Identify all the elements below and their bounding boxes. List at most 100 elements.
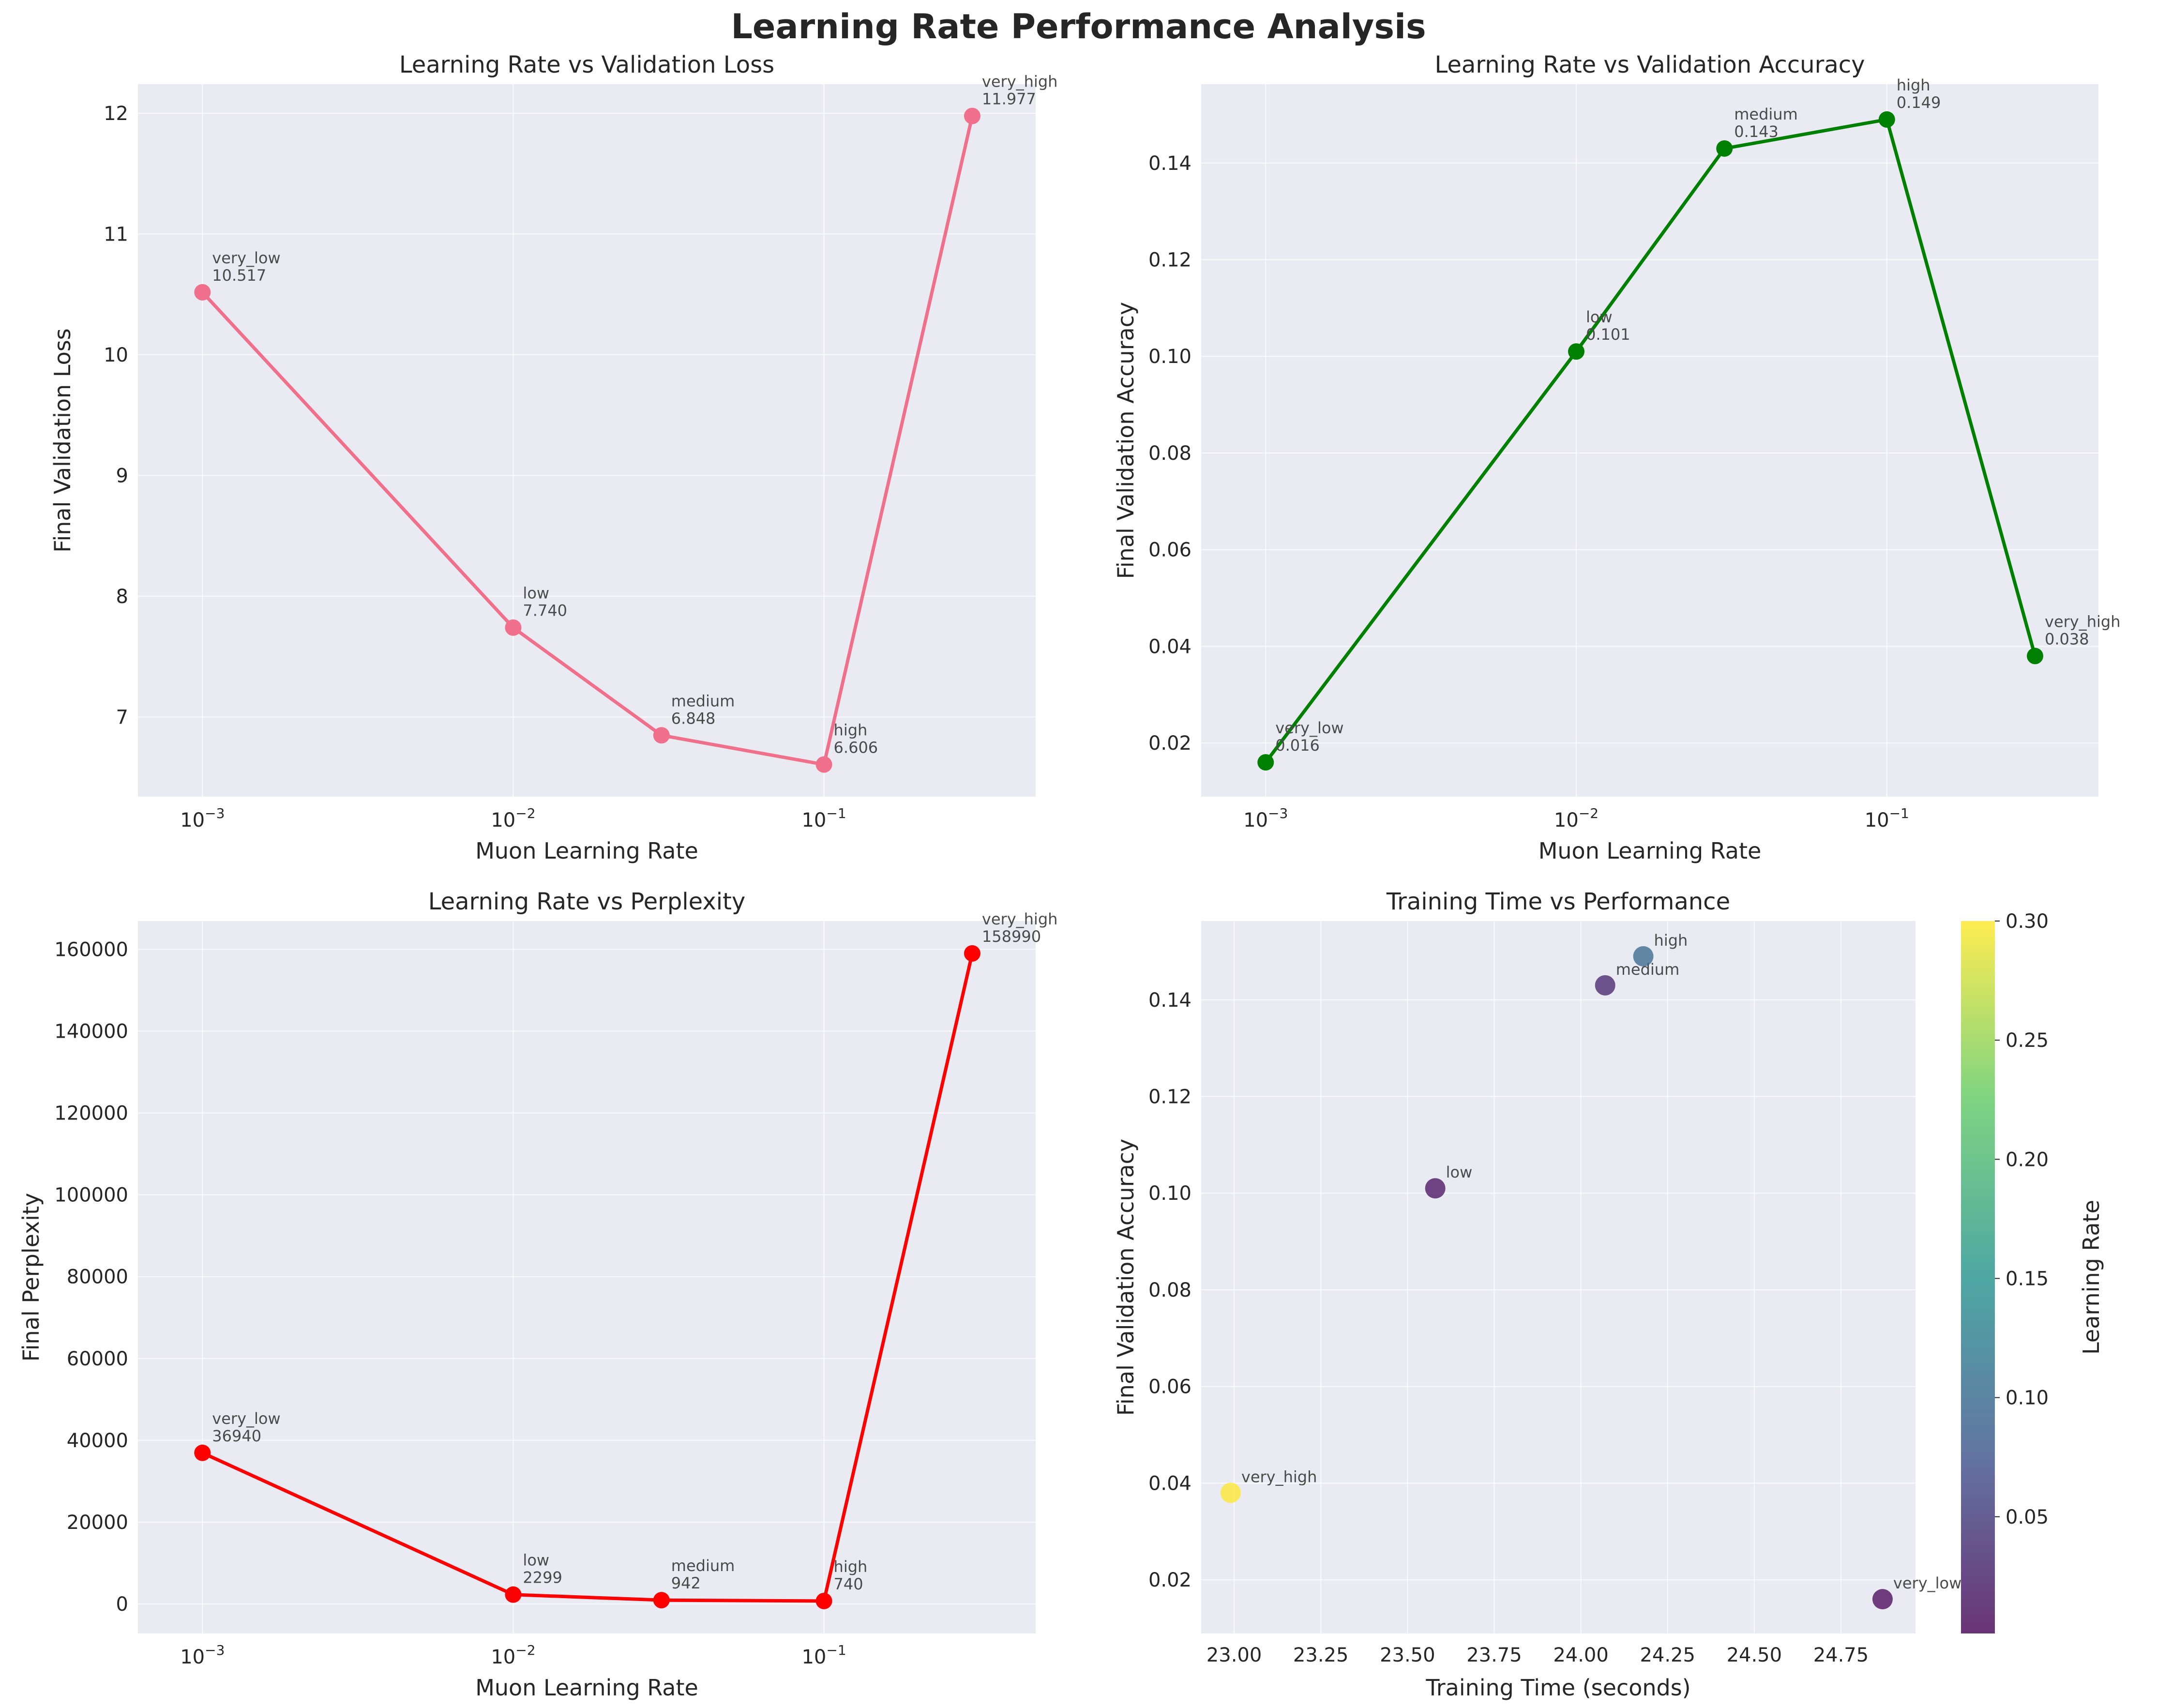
y-tick-label: 100000 xyxy=(54,1184,128,1207)
data-point xyxy=(1568,343,1585,360)
point-label: very_low xyxy=(1275,719,1343,737)
point-value-label: 0.149 xyxy=(1897,93,1941,112)
point-label: very_high xyxy=(1241,1467,1317,1486)
colorbar-tick-label: 0.10 xyxy=(2006,1387,2049,1409)
y-tick-label: 140000 xyxy=(54,1020,128,1043)
point-label: low xyxy=(1586,308,1613,326)
data-point xyxy=(964,945,980,962)
data-point xyxy=(964,107,980,124)
point-label: very_low xyxy=(212,1409,280,1428)
scatter-point xyxy=(1633,946,1654,967)
point-label: high xyxy=(834,721,868,740)
point-value-label: 740 xyxy=(834,1575,863,1593)
colorbar-tick-label: 0.25 xyxy=(2006,1029,2049,1052)
scatter-point xyxy=(1220,1482,1241,1503)
subplot-3: 10−3 10−2 10−1 0 20000 40000 60000 80000 100000 1… xyxy=(18,888,1057,1701)
y-tick-label: 7 xyxy=(116,706,128,728)
data-point xyxy=(194,284,211,301)
x-axis-label: Muon Learning Rate xyxy=(475,1675,698,1701)
data-point xyxy=(505,1586,522,1603)
point-label: very_low xyxy=(212,249,280,267)
y-tick-label: 0.08 xyxy=(1148,1279,1192,1301)
data-point xyxy=(653,727,670,744)
x-tick-label: 24.75 xyxy=(1813,1644,1869,1666)
plot-area xyxy=(138,921,1036,1633)
y-tick-label: 0 xyxy=(116,1593,128,1616)
colorbar-label: Learning Rate xyxy=(2078,1200,2104,1355)
point-label: low xyxy=(1446,1163,1473,1181)
y-axis-label: Final Validation Accuracy xyxy=(1113,1139,1139,1416)
y-tick-label: 0.02 xyxy=(1148,732,1192,755)
point-value-label: 0.101 xyxy=(1586,325,1630,344)
point-label: medium xyxy=(671,1557,735,1575)
y-tick-label: 11 xyxy=(104,223,128,245)
point-label: very_high xyxy=(982,73,1057,91)
x-axis-label: Muon Learning Rate xyxy=(475,838,698,864)
x-tick-label: 23.00 xyxy=(1207,1644,1262,1666)
point-label: medium xyxy=(671,692,735,710)
point-value-label: 6.606 xyxy=(834,739,878,757)
y-tick-label: 0.04 xyxy=(1148,635,1192,658)
x-tick-label: 10−3 xyxy=(180,805,225,831)
x-axis-label: Muon Learning Rate xyxy=(1539,838,1762,864)
data-point xyxy=(653,1592,670,1609)
x-tick-label: 10−3 xyxy=(180,1642,225,1668)
point-label: high xyxy=(834,1557,868,1576)
figure-title: Learning Rate Performance Analysis xyxy=(731,7,1426,46)
y-tick-label: 0.12 xyxy=(1148,1086,1192,1108)
y-tick-label: 9 xyxy=(116,465,128,487)
plot-area xyxy=(138,84,1036,797)
point-value-label: 36940 xyxy=(212,1427,261,1445)
point-value-label: 2299 xyxy=(523,1569,562,1587)
plot-area xyxy=(1201,84,2098,797)
point-value-label: 0.038 xyxy=(2045,630,2089,648)
point-label: high xyxy=(1654,931,1688,950)
y-tick-label: 160000 xyxy=(54,938,128,961)
x-tick-label: 23.50 xyxy=(1380,1644,1435,1666)
colorbar-tick-label: 0.20 xyxy=(2006,1149,2049,1171)
data-point xyxy=(1716,140,1733,157)
point-value-label: 6.848 xyxy=(671,709,716,727)
colorbar-gradient xyxy=(1961,921,1995,1633)
y-tick-label: 0.12 xyxy=(1148,249,1192,272)
y-tick-label: 0.08 xyxy=(1148,442,1192,465)
plot-area xyxy=(1201,921,1916,1633)
x-tick-label: 23.75 xyxy=(1466,1644,1522,1666)
y-tick-label: 0.04 xyxy=(1148,1472,1192,1495)
subplot-4: 23.00 23.25 23.50 23.75 24.00 24.25 24.50 24.75… xyxy=(1113,888,1961,1701)
point-value-label: 0.143 xyxy=(1734,122,1779,141)
colorbar: 0.05 0.10 0.15 0.20 0.25 0.30 Learning Rate xyxy=(1961,910,2104,1633)
subplot-title: Training Time vs Performance xyxy=(1386,888,1730,915)
point-label: medium xyxy=(1734,105,1798,123)
point-value-label: 11.977 xyxy=(982,90,1036,108)
y-axis-label: Final Perplexity xyxy=(18,1193,44,1362)
point-value-label: 0.016 xyxy=(1275,736,1320,755)
scatter-point xyxy=(1872,1589,1893,1610)
x-tick-label: 24.00 xyxy=(1553,1644,1609,1666)
colorbar-tick-label: 0.15 xyxy=(2006,1268,2049,1290)
y-tick-label: 12 xyxy=(104,103,128,125)
point-label: low xyxy=(523,1551,549,1570)
point-label: high xyxy=(1897,76,1931,94)
x-tick-label: 24.25 xyxy=(1640,1644,1695,1666)
data-point xyxy=(2027,648,2044,665)
y-tick-label: 40000 xyxy=(67,1430,128,1452)
x-tick-label: 10−3 xyxy=(1243,805,1288,831)
x-axis-label: Training Time (seconds) xyxy=(1425,1675,1690,1701)
y-tick-label: 0.14 xyxy=(1148,152,1192,175)
x-tick-label: 10−2 xyxy=(491,1642,535,1668)
point-label: very_high xyxy=(2045,612,2120,631)
data-point xyxy=(815,1592,832,1609)
y-tick-label: 0.14 xyxy=(1148,989,1192,1012)
data-point xyxy=(505,619,522,636)
y-tick-label: 0.06 xyxy=(1148,1376,1192,1398)
y-tick-label: 60000 xyxy=(67,1348,128,1370)
x-tick-label: 10−1 xyxy=(801,1642,846,1668)
data-point xyxy=(194,1444,211,1461)
point-value-label: 10.517 xyxy=(212,266,266,285)
y-tick-label: 0.06 xyxy=(1148,539,1192,561)
y-tick-label: 120000 xyxy=(54,1103,128,1125)
y-tick-label: 0.10 xyxy=(1148,346,1192,368)
data-point xyxy=(1878,111,1895,128)
